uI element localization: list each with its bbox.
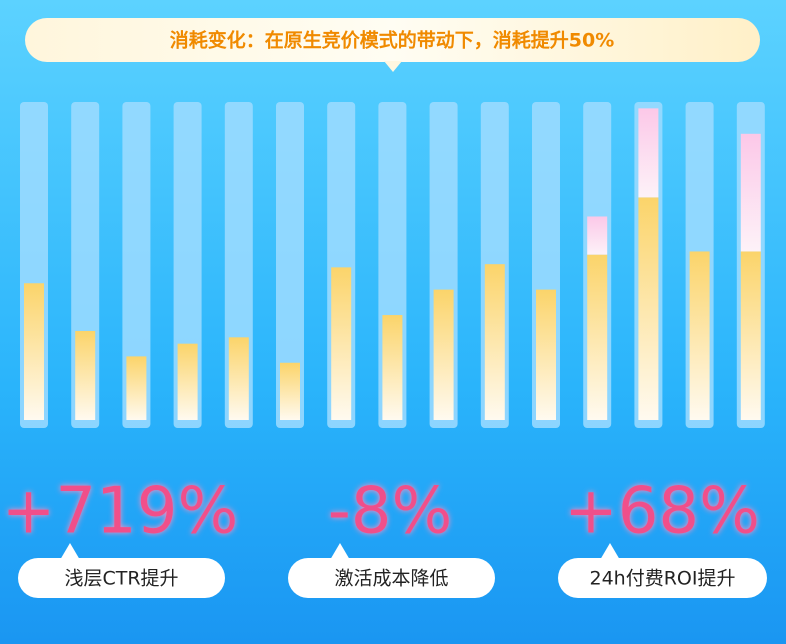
label-box (558, 558, 767, 598)
bar-segment (484, 264, 505, 420)
bar-segment (331, 267, 352, 420)
chart-title: 消耗变化：在原生竞价模式的带动下，消耗提升50% (170, 29, 614, 52)
title-banner: 消耗变化：在原生竞价模式的带动下，消耗提升50% (25, 18, 760, 72)
bar-segment (638, 197, 659, 420)
stat-label: 浅层CTR提升 (64, 568, 178, 590)
label-pointer (330, 543, 350, 560)
label-box (18, 558, 225, 598)
bars (20, 102, 765, 428)
stat-label: 激活成本降低 (334, 568, 448, 590)
bar-segment (280, 362, 300, 420)
bar-segment (126, 356, 147, 420)
bar-segment (177, 343, 198, 420)
bar-segment (587, 216, 608, 255)
bar-segment (740, 133, 761, 252)
bar-segment (587, 254, 608, 420)
bar-segment (24, 283, 44, 420)
label-box (288, 558, 495, 598)
bar-segment (75, 330, 96, 420)
stat-value: +719% (2, 475, 239, 549)
bar-segment (689, 251, 710, 420)
bar-segment (536, 289, 556, 420)
stat-value: +68% (564, 475, 760, 549)
banner (25, 18, 760, 62)
banner-pointer (384, 61, 402, 72)
bar-segment (382, 315, 403, 420)
bar-segment (228, 337, 249, 420)
stat-value: -8% (328, 475, 453, 549)
bar-segment (433, 289, 454, 420)
stat-label: 24h付费ROI提升 (590, 568, 736, 590)
bar-segment (740, 251, 761, 420)
label-pointer (60, 543, 80, 560)
bar-track (276, 102, 304, 428)
stats: +719% 浅层CTR提升 -8% 激活成本降低 +68% 24h付费ROI提升 (2, 475, 767, 598)
label-pointer (600, 543, 620, 560)
bar-segment (638, 108, 659, 198)
bar-track (122, 102, 151, 428)
